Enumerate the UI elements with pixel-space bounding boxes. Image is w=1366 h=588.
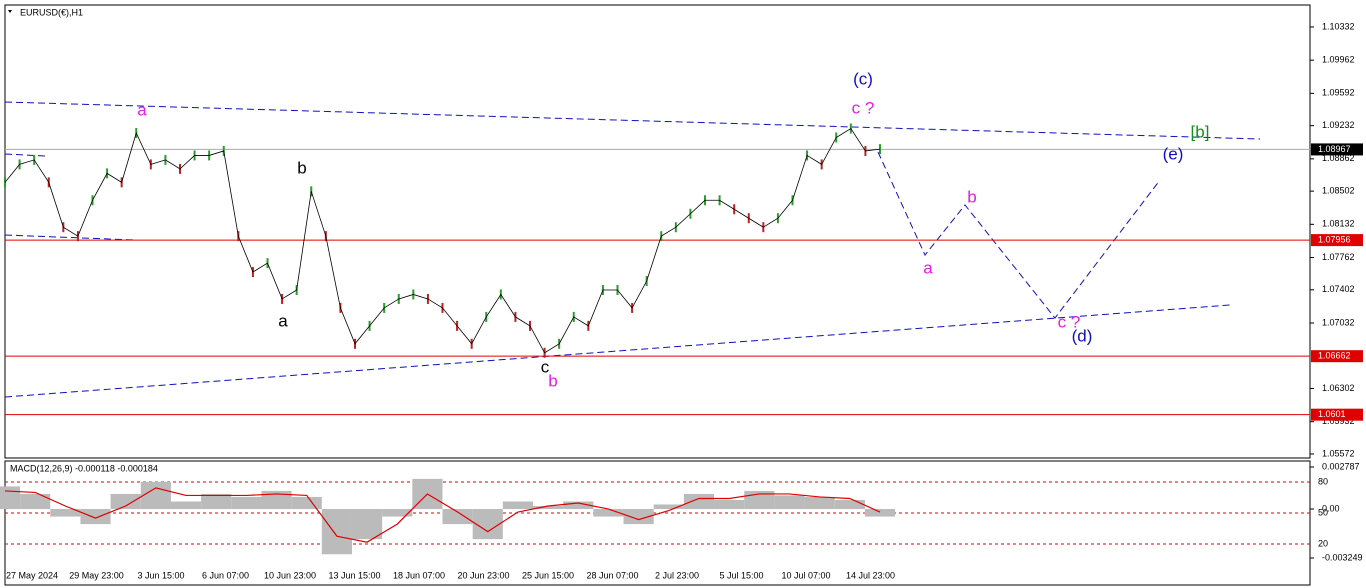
macd-bar	[502, 501, 534, 510]
macd-bar	[261, 490, 292, 510]
y-tick-label: -0.003249	[1322, 552, 1363, 562]
projection-path	[877, 151, 1161, 319]
y-tick-label: 0.00	[1322, 503, 1340, 513]
macd-bar	[110, 493, 141, 510]
y-tick-label: 1.09592	[1322, 88, 1355, 98]
wave-label: b	[297, 158, 306, 177]
macd-bar	[382, 509, 413, 517]
current-price-label: 1.08967	[1318, 144, 1351, 154]
y-tick-label: 1.07402	[1322, 284, 1355, 294]
x-tick-label: 29 May 23:00	[69, 570, 124, 580]
signal-line	[4, 487, 881, 543]
macd-bar	[774, 495, 805, 510]
wave-label: (c)	[853, 69, 873, 88]
macd-bar	[593, 509, 624, 517]
x-tick-label: 2 Jul 23:00	[655, 570, 699, 580]
y-tick-label: 1.06302	[1322, 383, 1355, 393]
macd-bar	[0, 486, 21, 510]
wave-label: b	[548, 371, 557, 390]
y-tick-label: 1.08502	[1322, 186, 1355, 196]
level-label: 1.0601	[1318, 409, 1346, 419]
lower-trendline	[4, 304, 1231, 398]
y-tick-label: 1.07762	[1322, 252, 1355, 262]
macd-bar	[201, 493, 232, 510]
wave-label: a	[278, 311, 288, 330]
macd-bar	[804, 496, 835, 510]
wave-label: a	[137, 100, 147, 119]
x-tick-label: 18 Jun 07:00	[393, 570, 445, 580]
y-tick-label: 1.10332	[1322, 21, 1355, 31]
y-tick-label: 1.07032	[1322, 317, 1355, 327]
short-trendline	[4, 234, 136, 241]
x-tick-label: 20 Jun 23:00	[457, 570, 509, 580]
macd-bar	[563, 501, 594, 510]
wave-label: (e)	[1163, 144, 1184, 163]
x-tick-label: 3 Jun 15:00	[137, 570, 184, 580]
macd-bar	[321, 509, 352, 555]
short-trendline	[4, 153, 46, 157]
upper-trendline	[4, 101, 1261, 140]
macd-bar	[351, 509, 383, 540]
level-label: 80	[1318, 476, 1328, 486]
macd-pane	[4, 460, 1311, 586]
chart-title: EURUSD(€),H1	[20, 7, 83, 17]
macd-bar	[533, 506, 564, 510]
wave-label: [b]	[1191, 122, 1210, 141]
wave-label: a	[923, 258, 933, 277]
macd-bar	[864, 509, 896, 517]
menu-arrow	[8, 10, 12, 13]
x-tick-label: 13 Jun 15:00	[328, 570, 380, 580]
macd-bar	[653, 504, 684, 510]
macd-bar	[683, 493, 715, 510]
x-tick-label: 25 Jun 15:00	[522, 570, 574, 580]
trendlines	[4, 101, 1261, 398]
y-tick-label: 1.05572	[1322, 448, 1355, 458]
macd-bar	[714, 499, 745, 510]
macd-bar	[442, 509, 473, 525]
y-tick-label: 1.05932	[1322, 416, 1355, 426]
y-tick-label: 1.09232	[1322, 120, 1355, 130]
y-tick-label: 1.09962	[1322, 55, 1355, 65]
level-box	[1311, 234, 1363, 247]
wave-label: c	[541, 357, 550, 376]
x-tick-label: 28 Jun 07:00	[586, 570, 638, 580]
x-tick-label: 5 Jul 15:00	[719, 570, 763, 580]
level-label: 1.07956	[1318, 234, 1351, 244]
level-box	[1311, 408, 1363, 421]
x-tick-label: 14 Jul 23:00	[846, 570, 895, 580]
level-box	[1311, 350, 1363, 363]
level-label: 1.06662	[1318, 351, 1351, 361]
macd-bar	[20, 493, 51, 510]
macd-bar	[80, 509, 111, 525]
y-tick-label: 0.002787	[1322, 461, 1360, 471]
macd-bar	[231, 496, 262, 510]
x-tick-label: 6 Jun 07:00	[202, 570, 249, 580]
level-label: 50	[1318, 507, 1328, 517]
macd-bar	[623, 509, 654, 525]
macd-bar	[472, 509, 503, 540]
wave-label: b	[967, 187, 976, 206]
wave-label: (d)	[1072, 326, 1093, 345]
wave-label: c ?	[1058, 312, 1081, 331]
level-label: 20	[1318, 538, 1328, 548]
current-price-box	[1311, 143, 1363, 156]
price-pane	[4, 4, 1311, 459]
x-tick-label: 27 May 2024	[6, 570, 58, 580]
y-tick-label: 1.08862	[1322, 153, 1355, 163]
macd-bar	[140, 481, 171, 510]
wave-label: c ?	[852, 98, 875, 117]
x-tick-label: 10 Jun 23:00	[264, 570, 316, 580]
macd-bar	[834, 499, 865, 510]
macd-bar	[170, 501, 202, 510]
macd-bar	[291, 496, 322, 510]
y-tick-label: 1.08132	[1322, 219, 1355, 229]
macd-bar	[50, 509, 81, 517]
price-line	[4, 127, 881, 354]
x-tick-label: 10 Jul 07:00	[781, 570, 830, 580]
macd-title: MACD(12,26,9) -0.000118 -0.000184	[10, 463, 158, 473]
